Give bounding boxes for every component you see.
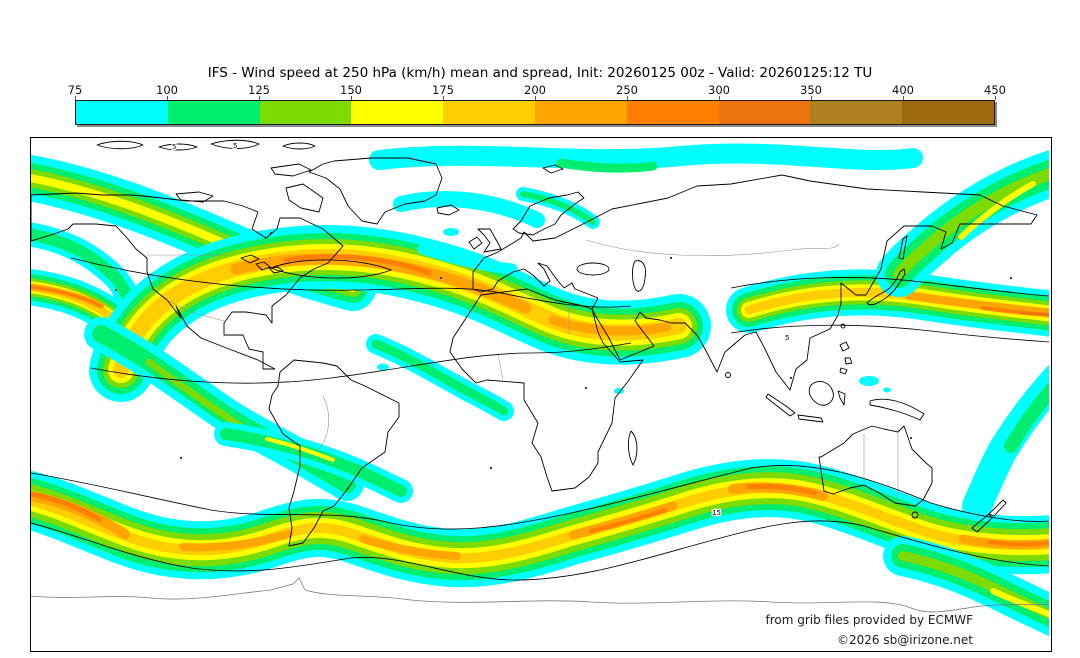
- colorbar-segment: [351, 101, 444, 124]
- antarctica-coastline: [31, 577, 1049, 613]
- colorbar-segment: [810, 101, 903, 124]
- spread-contours: 5 5 5 15: [31, 141, 1049, 581]
- colorbar-segment: [534, 101, 627, 124]
- country-borders: [147, 239, 899, 503]
- colorbar-segment: [259, 101, 352, 124]
- colorbar-tick: 300: [708, 83, 730, 97]
- jet-bands: [31, 154, 1049, 617]
- chart-title: IFS - Wind speed at 250 hPa (km/h) mean …: [207, 65, 873, 81]
- world-map: 5 5 5 15 from grib files provided by ECM…: [30, 137, 1052, 652]
- colorbar-tick: 150: [340, 83, 362, 97]
- colorbar-segment: [443, 101, 535, 124]
- coastlines: [31, 139, 1038, 547]
- colorbar-tick: 350: [800, 83, 822, 97]
- attribution-line-2: ©2026 sb@irizone.net: [837, 633, 973, 647]
- colorbar-tick: 125: [248, 83, 270, 97]
- colorbar-segment: [167, 101, 260, 124]
- contour-label: 5: [172, 143, 176, 151]
- colorbar-tick: 100: [156, 83, 178, 97]
- attribution-line-1: from grib files provided by ECMWF: [765, 613, 973, 627]
- contour-label: 5: [233, 142, 237, 150]
- colorbar-tick: 450: [984, 83, 1006, 97]
- colorbar-segment: [902, 101, 994, 124]
- colorbar-tick: 75: [67, 83, 83, 97]
- colorbar-segment: [76, 101, 168, 124]
- contour-label: 5: [785, 334, 789, 342]
- colorbar: [75, 100, 995, 125]
- colorbar-tick: 250: [616, 83, 638, 97]
- colorbar-ticks: 75 100 125 150 175 200 250 300 350 400 450: [68, 83, 1006, 100]
- colorbar-segment: [626, 101, 719, 124]
- contour-label: 15: [712, 509, 721, 517]
- colorbar-tick: 400: [892, 83, 914, 97]
- colorbar-tick: 200: [524, 83, 546, 97]
- colorbar-tick: 175: [432, 83, 454, 97]
- colorbar-segment: [718, 101, 811, 124]
